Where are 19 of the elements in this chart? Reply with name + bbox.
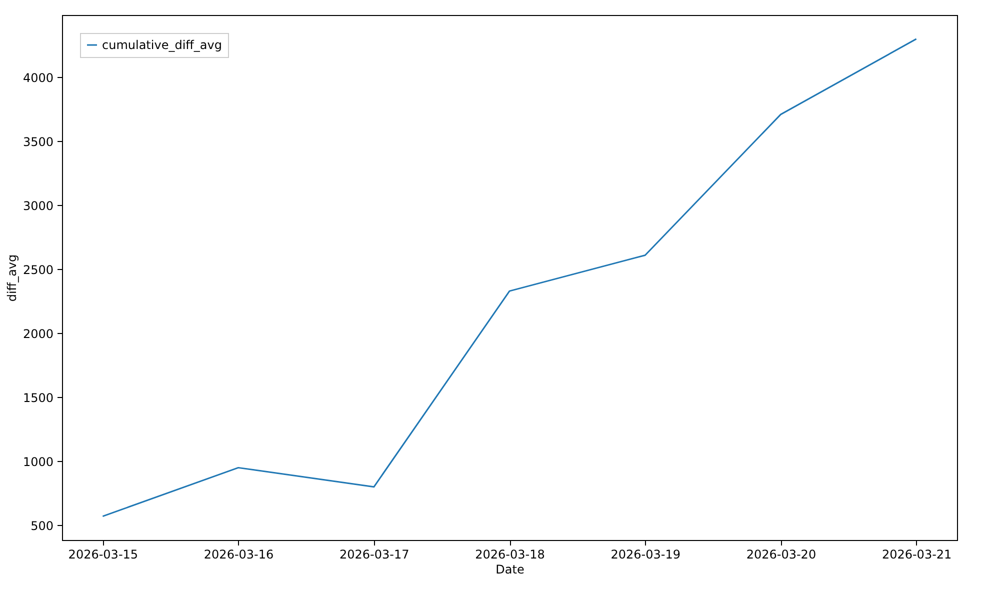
y-tick-label: 3000 — [22, 198, 54, 213]
x-tick-label: 2026-03-18 — [475, 548, 545, 562]
x-tick-label: 2026-03-15 — [68, 548, 138, 562]
x-tick-label: 2026-03-17 — [340, 548, 410, 562]
y-tick-label: 4000 — [22, 70, 54, 85]
y-tick-label: 3500 — [22, 134, 54, 149]
y-tick-label: 1500 — [22, 390, 54, 405]
x-tick-label: 2026-03-21 — [882, 548, 952, 562]
y-tick-label: 2500 — [22, 262, 54, 277]
y-tick-label: 1000 — [22, 454, 54, 469]
line-series — [102, 38, 918, 518]
y-axis-title: diff_avg — [4, 254, 19, 302]
x-tick-label: 2026-03-20 — [746, 548, 816, 562]
y-tick-label: 500 — [30, 518, 54, 533]
x-axis-title: Date — [496, 562, 524, 576]
legend-label: cumulative_diff_avg — [102, 38, 222, 52]
x-tick-label: 2026-03-19 — [610, 548, 680, 562]
y-tick-label: 2000 — [22, 326, 54, 341]
x-tick-label: 2026-03-16 — [204, 548, 274, 562]
